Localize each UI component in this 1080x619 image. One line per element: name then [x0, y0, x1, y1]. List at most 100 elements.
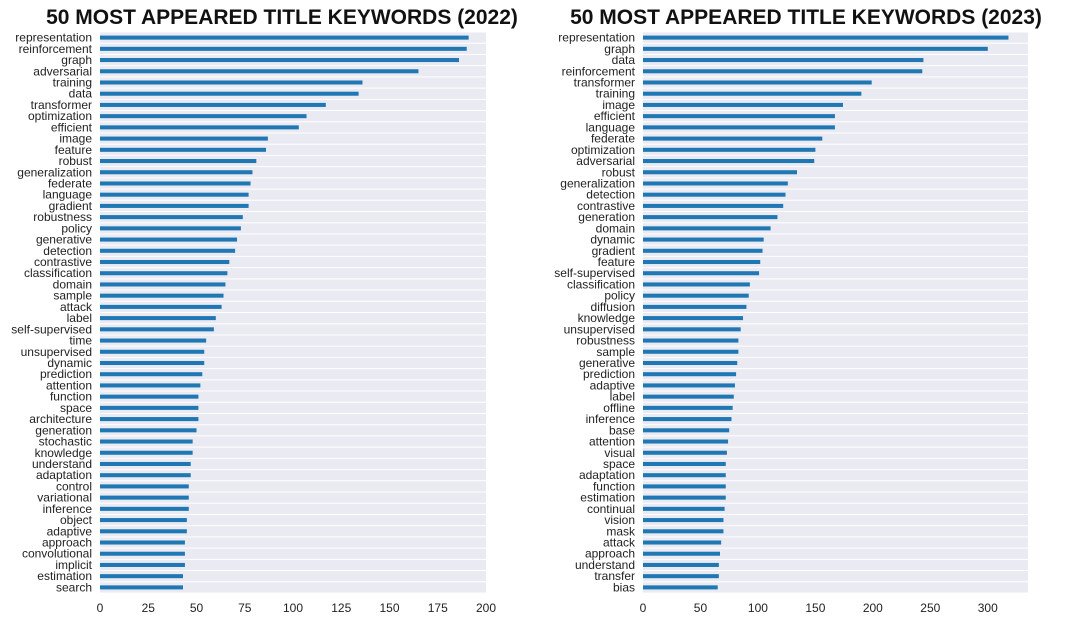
- bar-attack: [100, 304, 222, 309]
- bar-sample: [100, 293, 224, 298]
- y-tick-label: object: [60, 513, 93, 527]
- y-tick-label: dynamic: [590, 233, 635, 247]
- bar-optimization: [100, 114, 307, 119]
- y-tick-label: feature: [598, 255, 636, 269]
- bar-adaptive: [100, 529, 187, 534]
- y-tick-label: self-supervised: [11, 322, 92, 336]
- bar-adversarial: [643, 159, 815, 164]
- bar-detection: [643, 192, 786, 197]
- y-tick-label: continual: [587, 502, 635, 516]
- y-tick-label: generalization: [17, 165, 92, 179]
- y-tick-label: attention: [589, 435, 635, 449]
- y-tick-label: convolutional: [22, 547, 92, 561]
- bar-language: [100, 192, 249, 197]
- y-tick-label: generation: [35, 423, 92, 437]
- y-tick-label: representation: [558, 31, 635, 45]
- y-tick-label: robust: [59, 154, 93, 168]
- chart-title-2022: 50 MOST APPEARED TITLE KEYWORDS (2022): [46, 6, 518, 29]
- bar-approach: [100, 540, 185, 545]
- y-tick-label: adaptive: [590, 378, 636, 392]
- bar-representation: [100, 35, 469, 40]
- y-tick-label: adaptation: [579, 468, 635, 482]
- x-tick-label: 125: [331, 601, 351, 615]
- y-tick-label: inference: [586, 412, 636, 426]
- y-tick-label: unsupervised: [21, 345, 92, 359]
- y-tick-label: attack: [603, 536, 636, 550]
- y-tick-label: bias: [613, 580, 635, 594]
- y-tick-label: domain: [53, 277, 92, 291]
- y-tick-label: representation: [15, 31, 92, 45]
- y-tick-label: self-supervised: [554, 266, 635, 280]
- bar-generative: [643, 360, 738, 366]
- bar-efficient: [100, 125, 299, 130]
- bar-unsupervised: [643, 327, 741, 332]
- bar-transfer: [643, 574, 719, 579]
- y-tick-label: base: [609, 423, 635, 437]
- y-tick-label: optimization: [28, 109, 92, 123]
- bar-graph: [643, 46, 988, 51]
- bar-understand: [643, 562, 719, 567]
- bar-robustness: [100, 215, 243, 220]
- x-tick-label: 175: [428, 601, 448, 615]
- y-tick-label: adaptive: [47, 524, 93, 538]
- bar-federate: [100, 181, 251, 186]
- y-tick-label: label: [610, 390, 635, 404]
- bar-feature: [100, 147, 266, 152]
- bar-object: [100, 518, 187, 523]
- y-tick-label: knowledge: [35, 446, 93, 460]
- chart-title-2023: 50 MOST APPEARED TITLE KEYWORDS (2023): [570, 6, 1042, 29]
- y-tick-label: generalization: [560, 176, 635, 190]
- bar-policy: [643, 293, 749, 298]
- y-tick-label: inference: [43, 502, 93, 516]
- bar-sample: [643, 349, 739, 354]
- bar-convolutional: [100, 551, 185, 556]
- y-tick-label: image: [602, 98, 635, 112]
- y-tick-label: architecture: [29, 412, 92, 426]
- bar-inference: [100, 506, 189, 511]
- bar-robustness: [643, 338, 739, 343]
- bar-attention: [100, 383, 201, 388]
- y-tick-label: control: [56, 479, 92, 493]
- bar-architecture: [100, 417, 199, 422]
- y-tick-label: graph: [604, 42, 635, 56]
- y-tick-label: domain: [596, 221, 635, 235]
- x-tick-label: 100: [748, 601, 768, 615]
- bar-gradient: [100, 203, 249, 208]
- bar-function: [643, 484, 726, 489]
- y-tick-label: transformer: [31, 98, 92, 112]
- y-tick-label: transfer: [594, 569, 635, 583]
- y-tick-label: gradient: [49, 199, 93, 213]
- bar-label: [100, 316, 216, 321]
- bar-search: [100, 585, 183, 590]
- bar-image: [643, 102, 843, 107]
- bar-generation: [100, 428, 197, 433]
- y-tick-label: stochastic: [39, 435, 92, 449]
- bar-training: [100, 80, 363, 85]
- y-tick-label: search: [56, 580, 92, 594]
- bar-transformer: [100, 102, 326, 107]
- y-tick-label: offline: [603, 401, 635, 415]
- y-tick-label: approach: [42, 536, 92, 550]
- y-tick-label: dynamic: [47, 356, 92, 370]
- x-tick-label: 150: [805, 601, 825, 615]
- y-tick-label: classification: [567, 277, 635, 291]
- chart-2023: representationgraphdatareinforcementtran…: [554, 31, 1028, 615]
- bar-training: [643, 91, 862, 96]
- y-tick-label: training: [596, 87, 635, 101]
- y-tick-label: detection: [43, 244, 92, 258]
- bar-optimization: [643, 147, 816, 152]
- bar-knowledge: [100, 450, 193, 455]
- bar-generation: [643, 215, 778, 220]
- y-tick-label: data: [69, 87, 93, 101]
- y-tick-label: robustness: [576, 334, 635, 348]
- bar-representation: [643, 35, 1009, 40]
- y-tick-label: approach: [585, 547, 635, 561]
- x-tick-label: 0: [97, 601, 104, 615]
- bar-estimation: [643, 495, 726, 500]
- bar-time: [100, 338, 207, 343]
- bar-generative: [100, 237, 238, 242]
- y-tick-label: function: [593, 479, 635, 493]
- bar-base: [643, 428, 730, 433]
- bar-graph: [100, 58, 459, 63]
- y-tick-label: estimation: [37, 569, 92, 583]
